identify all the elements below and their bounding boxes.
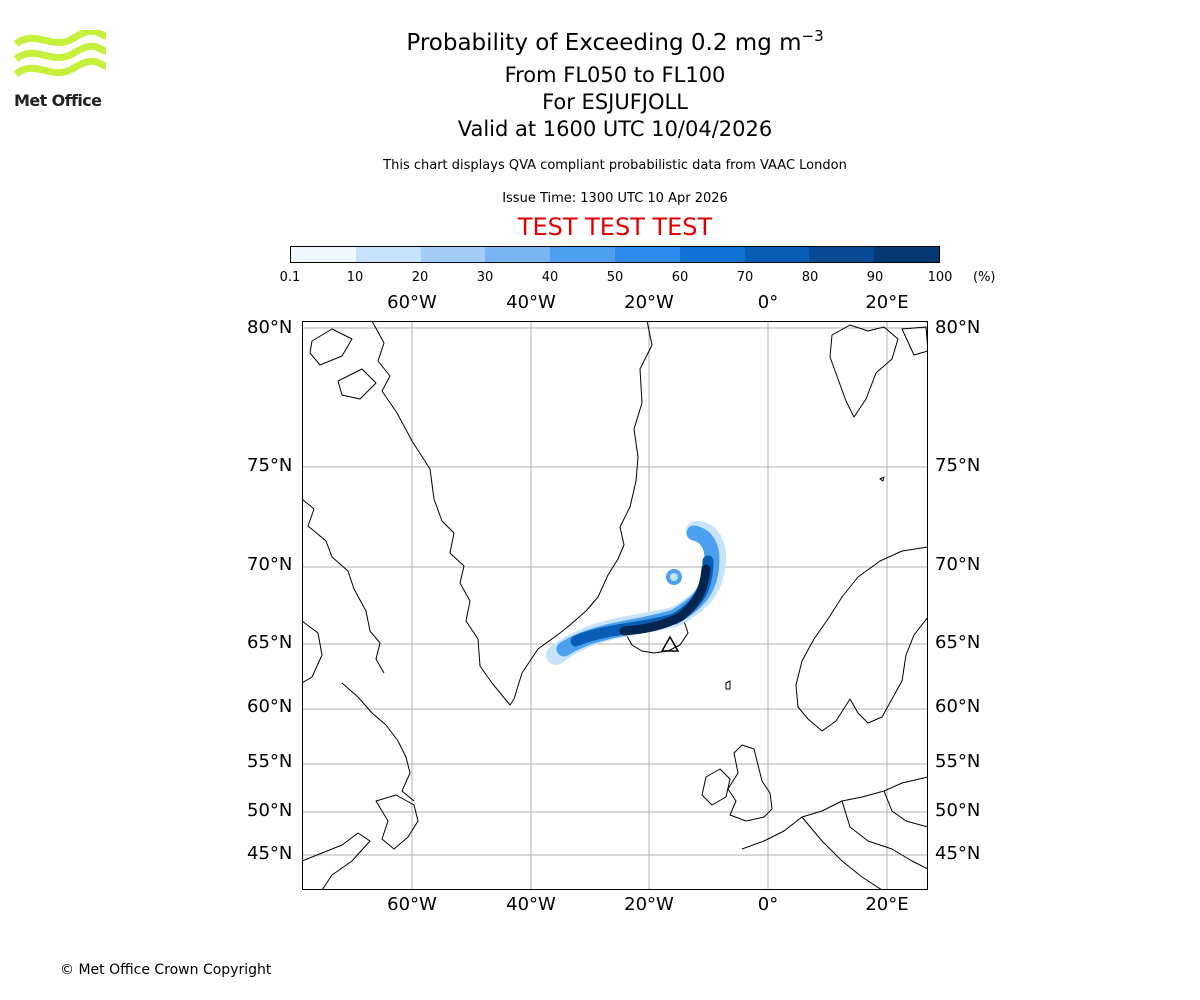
north-america-coastline (302, 832, 371, 890)
colorbar-tick: 40 (541, 270, 559, 285)
volcano-marker-icon (660, 635, 680, 652)
colorbar-tick: 60 (671, 270, 689, 285)
arctic-islands-coastline (337, 368, 377, 400)
issue-time: Issue Time: 1300 UTC 10 Apr 2026 (502, 191, 728, 206)
valid-time: Valid at 1600 UTC 10/04/2026 (457, 117, 773, 141)
colorbar-tick: 20 (411, 270, 429, 285)
scandinavia-coastline (795, 546, 928, 732)
volcano-name: For ESJUFJOLL (542, 90, 688, 114)
title-exponent: −3 (801, 27, 824, 45)
lon-label-bottom: 60°W (387, 894, 437, 915)
great-britain-coastline (727, 744, 773, 822)
arctic-islands-coastline (302, 620, 323, 684)
lat-label-right: 70°N (935, 554, 981, 575)
europe-borders (883, 790, 928, 828)
ireland-coastline (701, 768, 731, 806)
arctic-islands-coastline (309, 328, 353, 366)
colorbar (290, 246, 940, 263)
lon-label-top: 40°W (506, 292, 556, 313)
ash-plume (546, 521, 726, 665)
svalbard-coastline (829, 324, 899, 418)
lat-label-right: 45°N (935, 843, 981, 864)
chart-title: Probability of Exceeding 0.2 mg m−3 (0, 27, 1200, 56)
lat-label-left: 70°N (247, 554, 293, 575)
colorbar-tick: 50 (606, 270, 624, 285)
lat-label-right: 65°N (935, 632, 981, 653)
title-text: Probability of Exceeding 0.2 mg m (406, 30, 802, 56)
colorbar-tick: 30 (476, 270, 494, 285)
level-range: From FL050 to FL100 (504, 63, 726, 87)
europe-borders (801, 816, 883, 890)
lon-label-top: 20°W (624, 292, 674, 313)
lat-label-right: 55°N (935, 751, 981, 772)
lat-label-right: 75°N (935, 455, 981, 476)
lat-label-left: 65°N (247, 632, 293, 653)
lon-label-bottom: 40°W (506, 894, 556, 915)
lat-label-left: 80°N (247, 317, 293, 338)
lat-label-left: 50°N (247, 800, 293, 821)
newfoundland-coastline (375, 794, 419, 850)
colorbar-bin (809, 247, 875, 262)
plume-core (619, 564, 711, 636)
lat-label-left: 60°N (247, 696, 293, 717)
europe-borders (841, 800, 928, 870)
map-frame (302, 321, 928, 890)
colorbar-bin (420, 247, 486, 262)
colorbar-bin (355, 247, 421, 262)
lat-label-left: 55°N (247, 751, 293, 772)
greenland-coastline (371, 321, 653, 706)
colorbar-tick: 10 (346, 270, 364, 285)
baffin-coastline (302, 498, 385, 674)
lat-label-right: 50°N (935, 800, 981, 821)
test-banner: TEST TEST TEST (517, 213, 713, 241)
plume-secondary-core (670, 573, 678, 581)
coastlines (302, 321, 928, 890)
colorbar-bin (550, 247, 615, 262)
europe-coastline (741, 776, 928, 850)
colorbar-tick: 80 (801, 270, 819, 285)
lon-label-bottom: 0° (757, 894, 779, 915)
colorbar-unit: (%) (973, 270, 996, 285)
met-office-logo-icon (14, 30, 106, 77)
lon-label-bottom: 20°E (865, 894, 909, 915)
logo-text: Met Office (14, 91, 102, 110)
svalbard-coastline (901, 326, 928, 356)
lon-label-top: 20°E (865, 292, 909, 313)
lon-label-top: 0° (757, 292, 779, 313)
colorbar-tick: 70 (736, 270, 754, 285)
colorbar-bin (614, 247, 680, 262)
colorbar-bin (679, 247, 745, 262)
colorbar-tick: 0.1 (279, 270, 301, 285)
lon-label-top: 60°W (387, 292, 437, 313)
lat-label-right: 80°N (935, 317, 981, 338)
colorbar-bin (291, 247, 356, 262)
colorbar-tick: 90 (866, 270, 884, 285)
colorbar-bin (744, 247, 810, 262)
copyright: © Met Office Crown Copyright (60, 962, 272, 978)
lon-label-bottom: 20°W (624, 894, 674, 915)
colorbar-bin (485, 247, 551, 262)
colorbar-tick: 100 (927, 270, 953, 285)
jan-mayen-coastline (879, 476, 885, 482)
lat-label-left: 75°N (247, 455, 293, 476)
colorbar-bin (874, 247, 939, 262)
map (302, 321, 928, 890)
lat-label-left: 45°N (247, 843, 293, 864)
graticule (302, 321, 928, 890)
lat-label-right: 60°N (935, 696, 981, 717)
labrador-coastline (341, 682, 415, 802)
faroe-coastline (725, 680, 731, 690)
disclaimer: This chart displays QVA compliant probab… (383, 158, 847, 173)
